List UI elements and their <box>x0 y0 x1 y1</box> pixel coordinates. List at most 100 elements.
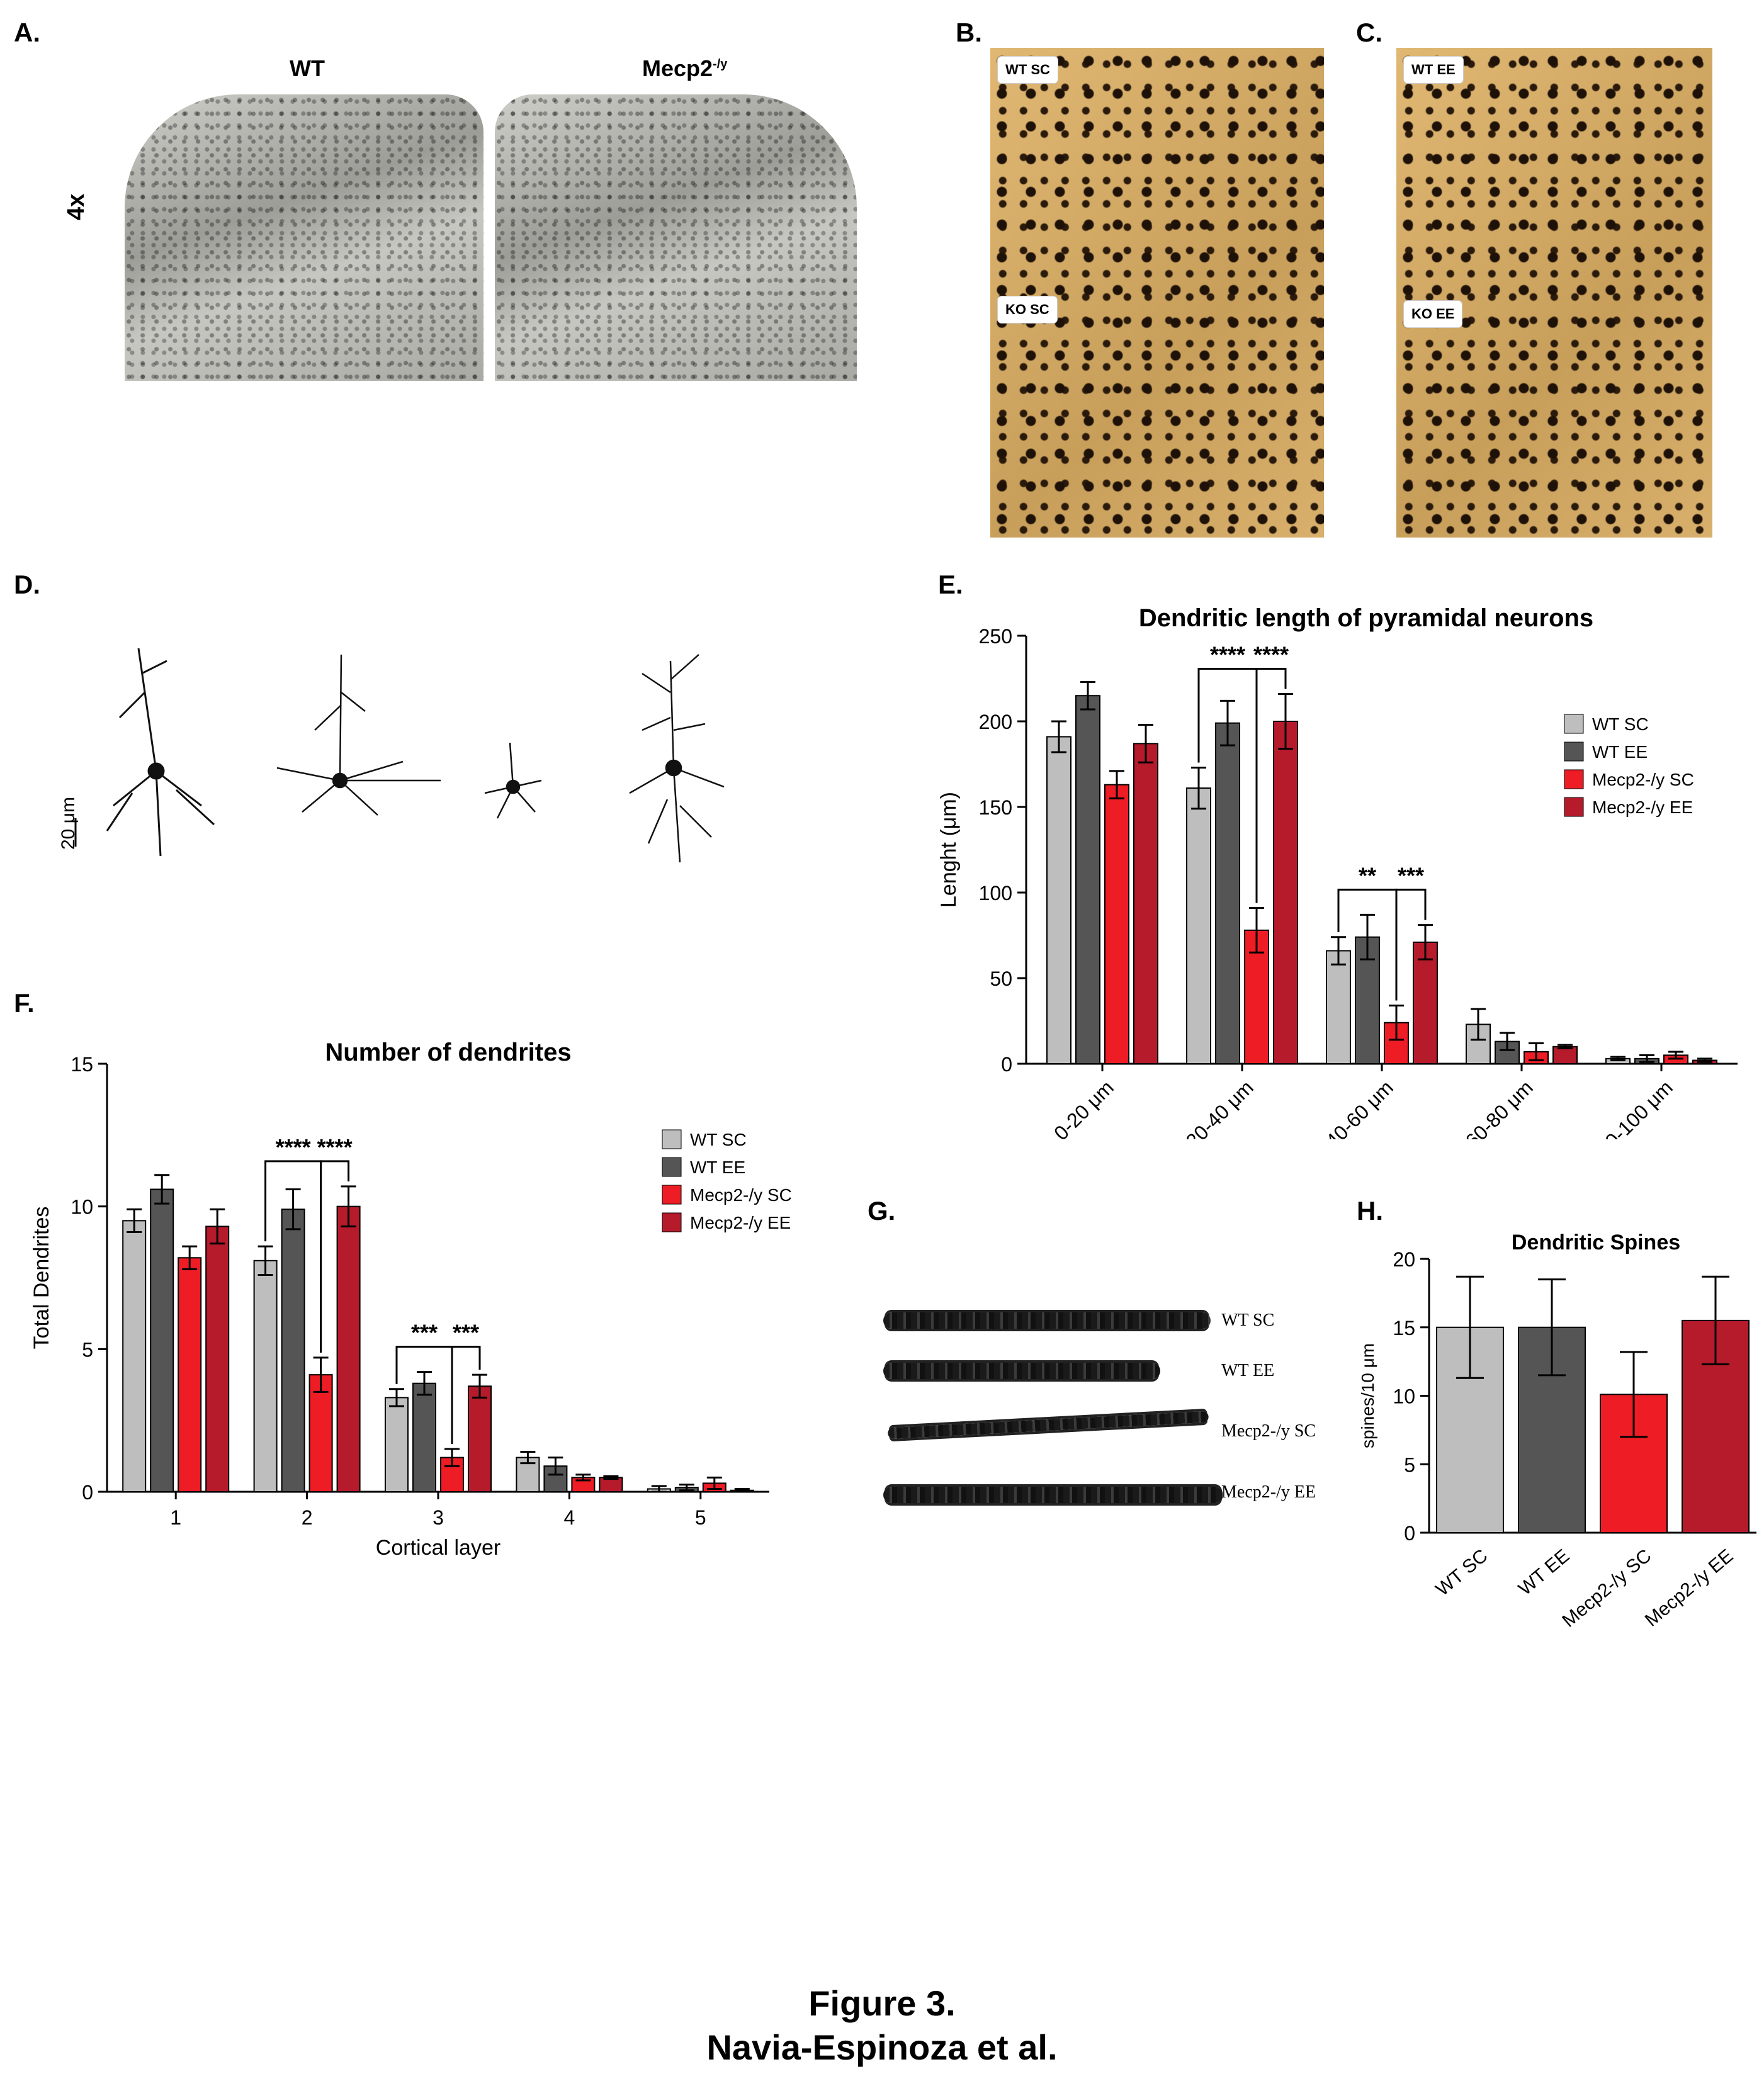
spine-label-1: WT SC <box>1221 1310 1275 1330</box>
y-axis-label: Total Dendrites <box>30 1207 54 1350</box>
y-tick-label: 0 <box>1404 1522 1415 1545</box>
bar <box>1046 736 1071 1065</box>
chart-title: Dendritic length of pyramidal neurons <box>1139 604 1593 632</box>
legend-swatch <box>662 1129 682 1149</box>
x-tick-label: Mecp2-/y EE <box>1641 1545 1738 1631</box>
x-axis-label: Cortical layer <box>376 1536 500 1560</box>
legend-swatch <box>662 1212 682 1232</box>
y-tick-label: 0 <box>1001 1053 1012 1076</box>
y-axis-label: spines/10 μm <box>1358 1343 1377 1448</box>
panel-a-col-mecp2: Mecp2-/y <box>642 55 727 82</box>
bar <box>468 1385 492 1492</box>
neuron-2 <box>276 654 441 816</box>
x-tick-label: 5 <box>695 1506 706 1529</box>
bar <box>150 1188 174 1492</box>
panel-b-bottom-label: KO SC <box>998 296 1057 323</box>
panel-d-label: D. <box>14 570 40 599</box>
x-tick-label: 1 <box>170 1506 181 1529</box>
bar <box>1273 721 1298 1064</box>
y-tick-label: 150 <box>979 796 1012 819</box>
chart-h: Dendritic Spines 0 5 10 15 20 spines/10 μm WT S… <box>1358 1231 1756 1632</box>
panel-a-mecp2-image <box>495 94 857 381</box>
x-tick-label: WT SC <box>1432 1545 1492 1600</box>
significance-stars: **** <box>317 1134 353 1160</box>
x-tick-label: 80-100 μm <box>1593 1076 1677 1139</box>
significance-stars: ** <box>1359 862 1376 888</box>
bar <box>385 1397 409 1493</box>
legend-label: WT EE <box>690 1158 745 1177</box>
y-tick-label: 5 <box>1404 1453 1415 1476</box>
spine-label-4: Mecp2-/y EE <box>1221 1482 1316 1502</box>
y-tick-label: 0 <box>82 1481 93 1504</box>
legend-swatch <box>662 1185 682 1205</box>
y-tick-label: 100 <box>979 882 1012 905</box>
bar <box>1552 1046 1578 1064</box>
caption-line-1: Figure 3. <box>808 1983 956 2023</box>
spine-strip-1 <box>883 1312 1211 1329</box>
bar <box>1326 950 1351 1064</box>
panel-e-label: E. <box>938 570 963 599</box>
bar <box>281 1209 305 1492</box>
panel-g-label: G. <box>868 1196 896 1226</box>
x-tick-label: 40-60 μm <box>1321 1076 1398 1139</box>
x-tick-label: 2 <box>302 1506 313 1529</box>
y-tick-label: 10 <box>1393 1385 1415 1408</box>
panel-b-image: WT SC KO SC <box>990 48 1324 538</box>
x-tick-label: 60-80 μm <box>1461 1076 1537 1139</box>
legend-label: Mecp2-/y EE <box>690 1213 791 1232</box>
legend-swatch <box>1564 741 1584 762</box>
significance-bracket <box>1395 888 1427 1001</box>
x-tick-label: 4 <box>564 1506 575 1529</box>
x-tick-label: WT EE <box>1515 1545 1574 1599</box>
neuron-3 <box>484 742 542 819</box>
legend-swatch <box>1564 769 1584 789</box>
neuron-4 <box>629 654 725 863</box>
bar <box>1215 722 1240 1065</box>
chart-e: Dendritic length of pyramidal neurons 0 50… <box>937 604 1738 1139</box>
significance-bracket <box>451 1346 481 1444</box>
significance-stars: **** <box>1253 641 1289 667</box>
bar <box>412 1382 436 1492</box>
legend-swatch <box>1564 714 1584 734</box>
significance-bracket <box>320 1160 350 1353</box>
bar <box>205 1226 230 1492</box>
significance-stars: *** <box>411 1320 438 1346</box>
bar <box>1075 695 1100 1064</box>
legend-label: Mecp2-/y SC <box>1592 770 1694 789</box>
panel-c-label: C. <box>1356 18 1382 47</box>
bar <box>308 1374 333 1493</box>
x-tick-label: 0-20 μm <box>1049 1076 1118 1139</box>
y-tick-label: 5 <box>82 1338 93 1361</box>
y-tick-label: 250 <box>979 625 1012 648</box>
panel-c-image: WT EE KO EE <box>1396 48 1712 538</box>
y-tick-label: 15 <box>71 1053 93 1076</box>
y-tick-label: 10 <box>71 1196 93 1219</box>
x-tick-label: 3 <box>433 1506 444 1529</box>
legend-label: WT EE <box>1592 742 1648 762</box>
bar <box>1104 784 1129 1064</box>
panel-a-col-mecp2-sup: -/y <box>713 57 728 71</box>
chart-title: Dendritic Spines <box>1512 1231 1680 1254</box>
spine-strip-4 <box>883 1487 1223 1503</box>
neuron-1 <box>106 648 215 857</box>
legend-swatch <box>1564 797 1584 817</box>
panel-b-label: B. <box>956 18 982 47</box>
significance-stars: *** <box>1398 862 1424 888</box>
bar <box>336 1205 361 1492</box>
panel-a-wt-image <box>125 94 483 381</box>
spine-label-2: WT EE <box>1221 1361 1275 1380</box>
panel-b-top-label: WT SC <box>998 57 1058 83</box>
bar <box>122 1220 147 1492</box>
panel-h-label: H. <box>1357 1196 1383 1226</box>
y-tick-label: 15 <box>1393 1317 1415 1339</box>
bar <box>1413 941 1438 1064</box>
legend-swatch <box>662 1157 682 1177</box>
chart-title: Number of dendrites <box>325 1039 571 1066</box>
significance-stars: *** <box>453 1320 479 1346</box>
y-tick-label: 200 <box>979 711 1012 733</box>
legend-label: Mecp2-/y SC <box>690 1185 792 1205</box>
panel-a-col-mecp2-text: Mecp2 <box>642 55 713 81</box>
significance-stars: **** <box>1210 641 1245 667</box>
y-tick-label: 50 <box>990 967 1012 990</box>
